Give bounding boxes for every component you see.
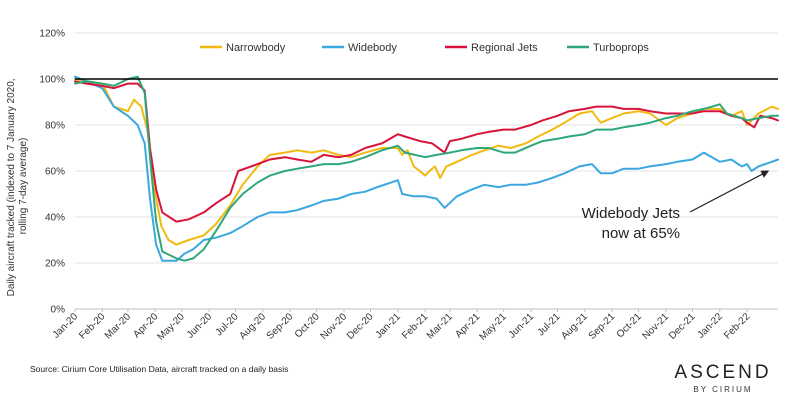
x-tick-label: Mar-20: [103, 311, 133, 341]
annotation-line-1: Widebody Jets: [582, 205, 680, 222]
brand-logo: ASCEND BY CIRIUM: [668, 362, 778, 394]
x-tick-label: Feb-21: [400, 311, 430, 341]
series-line-narrowbody: [74, 78, 779, 246]
y-tick-label: 0%: [51, 305, 66, 316]
y-axis-ticks: 0% 20% 40% 60% 80% 100% 120%: [39, 29, 65, 316]
y-axis-label: Daily aircraft tracked (indexed to 7 Jan…: [6, 76, 29, 297]
x-tick-label: Nov-21: [641, 311, 672, 342]
y-tick-label: 120%: [39, 29, 65, 40]
brand-name: ASCEND: [674, 362, 772, 383]
legend-label-regional-jets: Regional Jets: [471, 42, 538, 54]
y-tick-label: 60%: [45, 167, 65, 178]
gridlines: [75, 32, 778, 310]
x-tick-label: Jan-22: [696, 311, 726, 341]
x-tick-label: Dec-21: [667, 311, 698, 342]
y-tick-label: 80%: [45, 121, 65, 132]
series-lines: [74, 75, 779, 262]
x-tick-label: Oct-20: [293, 311, 322, 340]
x-tick-label: Oct-21: [615, 311, 644, 340]
x-tick-label: Dec-20: [345, 311, 376, 342]
annotation-arrow: [689, 170, 770, 213]
y-tick-label: 40%: [45, 213, 65, 224]
x-tick-label: Aug-21: [559, 311, 590, 342]
x-tick-label: Sep-20: [265, 311, 296, 342]
y-axis-label-line-1: Daily aircraft tracked (indexed to 7 Jan…: [6, 78, 17, 296]
x-tick-label: Jan-21: [374, 311, 404, 341]
x-tick-label: Jun-21: [507, 311, 537, 341]
source-note: Source: Cirium Core Utilisation Data, ai…: [30, 364, 289, 374]
legend-label-widebody: Widebody: [348, 42, 397, 54]
x-tick-label: Nov-20: [319, 311, 350, 342]
series-line-turboprops: [74, 75, 779, 262]
legend-label-narrowbody: Narrowbody: [226, 42, 286, 54]
y-axis-label-line-2: rolling 7-day average): [18, 138, 29, 235]
x-tick-label: Sep-21: [587, 311, 618, 342]
x-tick-label: May-20: [155, 311, 187, 343]
legend-label-turboprops: Turboprops: [593, 42, 649, 54]
x-tick-label: May-21: [477, 311, 509, 343]
series-line-regional-jets: [74, 80, 779, 223]
y-tick-label: 20%: [45, 259, 65, 270]
x-tick-label: Aug-20: [237, 311, 268, 342]
x-tick-label: Feb-20: [77, 311, 107, 341]
annotation-line-2: now at 65%: [602, 225, 680, 242]
line-chart: 0% 20% 40% 60% 80% 100% 120% Jan-20Feb-20Mar-2…: [6, 29, 779, 343]
series-line-widebody: [74, 75, 779, 262]
x-tick-label: Jun-20: [185, 311, 215, 341]
brand-tagline: BY CIRIUM: [693, 385, 753, 394]
y-tick-label: 100%: [39, 75, 65, 86]
legend: Narrowbody Widebody Regional Jets Turboprop…: [200, 42, 649, 54]
x-tick-label: Feb-22: [722, 311, 752, 341]
x-tick-label: Mar-21: [425, 311, 455, 341]
